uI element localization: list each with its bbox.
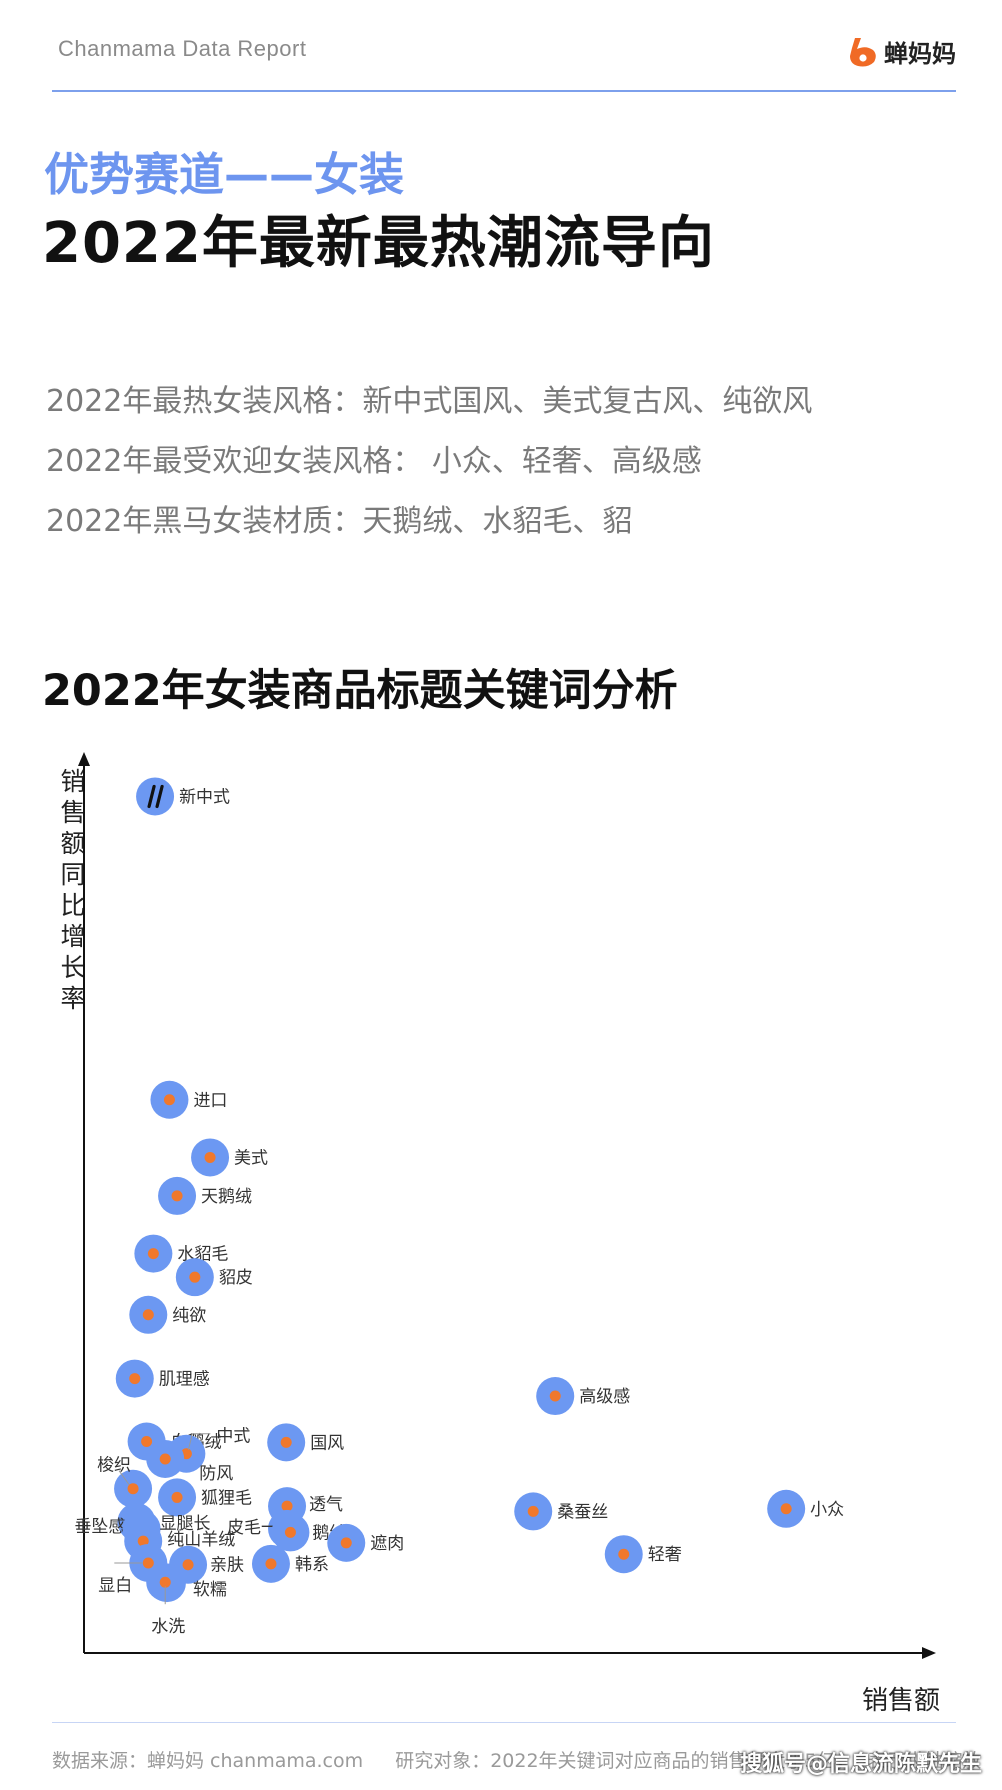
point-label-16: 桑蚕丝 [557, 1502, 608, 1522]
bubble-0 [136, 777, 175, 816]
bubble-dot-6 [142, 1309, 154, 1321]
axis-break-mark [147, 784, 164, 809]
footer: 数据来源：蝉妈妈 chanmama.com 研究对象：2022年关键词对应商品的… [52, 1746, 981, 1773]
point-label-27: 显白 [98, 1576, 132, 1596]
y-axis-label: 销售额同比增长率 [60, 767, 86, 1013]
point-label-19: 显腿长 [160, 1514, 211, 1534]
bubble-dot-15 [281, 1500, 293, 1512]
watermark: 搜狐号@信息流陈默先生 [739, 1752, 982, 1777]
summary-line-hot-styles: 2022年最热女装风格：新中式国风、美式复古风、纯欲风 [46, 384, 813, 419]
leader-line-suozhi [118, 1470, 130, 1485]
point-label-22: 遮肉 [370, 1534, 404, 1554]
point-label-6: 纯欲 [172, 1306, 206, 1326]
point-label-14: 狐狸毛 [201, 1488, 252, 1508]
chanmama-logo: 蝉妈妈 [846, 34, 956, 69]
bubble-dot-26 [265, 1558, 277, 1570]
headline: 2022年最新最热潮流导向 [42, 211, 715, 276]
footer-divider [52, 1722, 956, 1723]
bubble-dot-12 [159, 1453, 171, 1465]
bubble-dot-1 [163, 1094, 175, 1106]
bubble-dot-21 [284, 1526, 296, 1538]
point-label-23: 纯山羊绒 [167, 1530, 235, 1550]
chart-title: 2022年女装商品标题关键词分析 [42, 666, 678, 716]
leader-line-zhongshi [187, 1433, 211, 1450]
point-label-12: 防风 [199, 1464, 233, 1484]
x-axis-label: 销售额 [862, 1686, 941, 1716]
point-label-24: 轻奢 [648, 1545, 682, 1565]
point-label-25: 亲肤 [210, 1556, 244, 1576]
point-label-13: 梭织 [97, 1456, 131, 1476]
point-label-7: 肌理感 [159, 1370, 210, 1390]
logo-text: 蝉妈妈 [884, 40, 956, 68]
x-axis-arrow [922, 1647, 936, 1659]
point-label-10: 国风 [310, 1433, 344, 1453]
point-label-15: 透气 [309, 1495, 343, 1515]
bubble-dot-29 [159, 1576, 171, 1588]
bubble-dot-16 [527, 1505, 539, 1517]
point-label-26: 韩系 [295, 1555, 329, 1575]
point-label-1: 进口 [193, 1091, 227, 1111]
header-divider [52, 90, 956, 92]
point-label-18: 垂坠感 [74, 1517, 125, 1537]
point-label-29: 水洗 [151, 1617, 185, 1637]
bubble-dot-10 [280, 1436, 292, 1448]
point-label-8: 高级感 [579, 1387, 630, 1407]
y-axis-arrow [78, 752, 90, 766]
point-label-3: 天鹅绒 [201, 1187, 252, 1207]
bubble-dot-4 [147, 1248, 159, 1260]
footer-source: 数据来源：蝉妈妈 chanmama.com [52, 1750, 364, 1772]
report-brand: Chanmama Data Report [58, 36, 307, 61]
point-label-11: 中式 [216, 1427, 250, 1447]
bubble-dot-24 [618, 1548, 630, 1560]
bubble-dot-7 [129, 1373, 141, 1385]
bubble-dot-25 [182, 1559, 194, 1571]
bubble-dot-8 [549, 1390, 561, 1402]
footer-scope: 研究对象：2022年关键词对应商品的销售额大于5亿，//表示纵轴缩放 [395, 1750, 982, 1772]
bubble-dot-13 [127, 1483, 139, 1495]
bubble-dot-5 [189, 1271, 201, 1283]
point-label-5: 貂皮 [219, 1268, 253, 1288]
bubble-dot-14 [171, 1491, 183, 1503]
bubble-dot-2 [204, 1151, 216, 1163]
point-label-2: 美式 [234, 1148, 268, 1168]
point-label-17: 小众 [810, 1500, 844, 1520]
bubble-dot-22 [340, 1537, 352, 1549]
summary-line-popular-styles: 2022年最受欢迎女装风格： 小众、轻奢、高级感 [46, 444, 702, 479]
chanmama-logo-icon [850, 37, 876, 66]
bubble-dot-23 [137, 1535, 149, 1547]
summary-line-dark-horse-materials: 2022年黑马女装材质：天鹅绒、水貂毛、貂 [46, 504, 633, 539]
point-label-28: 软糯 [193, 1580, 227, 1600]
bubble-dot-3 [171, 1190, 183, 1202]
bubble-dot-9 [141, 1435, 153, 1447]
section-label: 优势赛道——女装 [44, 148, 405, 201]
bubble-dot-17 [780, 1503, 792, 1515]
bubble-dot-27 [142, 1557, 154, 1569]
point-label-0: 新中式 [179, 787, 230, 807]
